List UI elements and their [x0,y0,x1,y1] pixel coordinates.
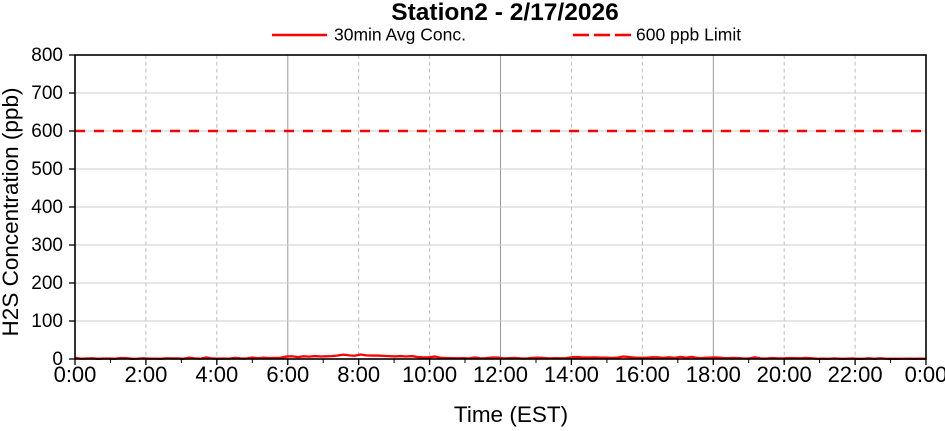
svg-text:16:00: 16:00 [615,362,670,387]
svg-text:200: 200 [31,273,63,294]
svg-text:800: 800 [31,45,63,66]
svg-text:Time (EST): Time (EST) [454,402,568,427]
svg-text:14:00: 14:00 [544,362,599,387]
svg-text:0: 0 [52,349,63,370]
svg-text:100: 100 [31,311,63,332]
svg-text:20:00: 20:00 [757,362,812,387]
svg-text:Station2 - 2/17/2026: Station2 - 2/17/2026 [391,0,618,26]
svg-text:12:00: 12:00 [473,362,528,387]
svg-text:500: 500 [31,159,63,180]
svg-text:300: 300 [31,235,63,256]
svg-text:0:00: 0:00 [905,362,945,387]
svg-text:4:00: 4:00 [195,362,238,387]
svg-text:2:00: 2:00 [124,362,167,387]
svg-text:600 ppb Limit: 600 ppb Limit [636,25,741,45]
svg-text:30min Avg Conc.: 30min Avg Conc. [334,25,466,45]
svg-text:600: 600 [31,121,63,142]
svg-text:400: 400 [31,197,63,218]
svg-text:H2S Concentration (ppb): H2S Concentration (ppb) [0,88,23,337]
svg-text:22:00: 22:00 [828,362,883,387]
svg-text:18:00: 18:00 [686,362,741,387]
svg-text:10:00: 10:00 [402,362,457,387]
svg-text:8:00: 8:00 [337,362,380,387]
svg-text:6:00: 6:00 [266,362,309,387]
svg-text:700: 700 [31,83,63,104]
